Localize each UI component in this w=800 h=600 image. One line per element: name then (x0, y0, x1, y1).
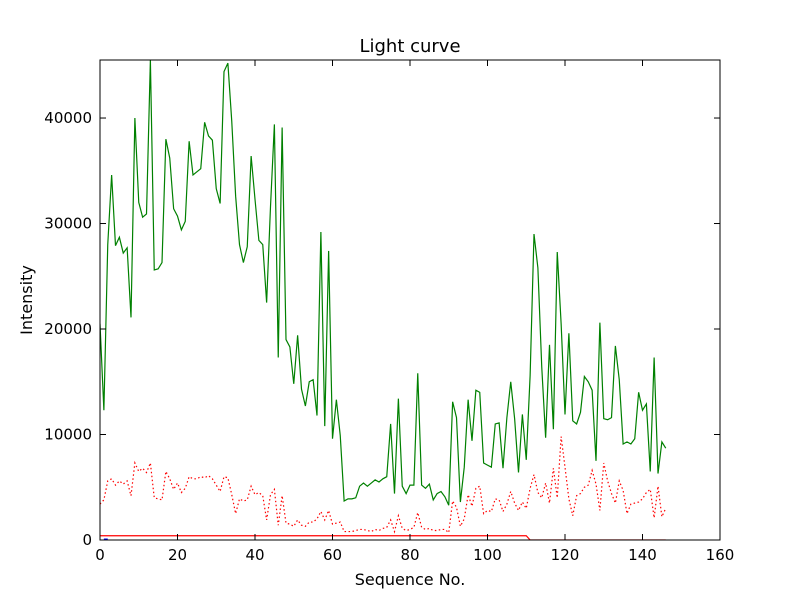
plot-frame (99, 59, 721, 541)
series-line-0 (100, 60, 667, 506)
series-line-2 (100, 535, 666, 540)
x-tick-label: 40 (245, 546, 264, 564)
x-tick-label: 20 (168, 546, 187, 564)
x-tick-label: 160 (706, 546, 735, 564)
y-tick-label: 10000 (44, 426, 92, 444)
x-tick-label: 0 (95, 546, 105, 564)
x-tick-label: 140 (628, 546, 657, 564)
y-tick-label: 0 (82, 531, 92, 549)
x-tick-label: 80 (400, 546, 419, 564)
series-layer (100, 60, 667, 540)
x-axis-label: Sequence No. (355, 570, 466, 589)
x-tick-label: 100 (473, 546, 502, 564)
x-tick-label: 60 (323, 546, 342, 564)
y-tick-label: 30000 (44, 215, 92, 233)
y-tick-label: 20000 (44, 320, 92, 338)
y-axis-label: Intensity (17, 265, 36, 335)
y-tick-label: 40000 (44, 109, 92, 127)
series-line-1 (100, 436, 667, 534)
ticks-layer: 0 20 40 60 80 100 120 140 160 0 10000 20000 30000 400… (44, 60, 734, 564)
x-tick-label: 120 (551, 546, 580, 564)
chart-title: Light curve (359, 36, 460, 57)
